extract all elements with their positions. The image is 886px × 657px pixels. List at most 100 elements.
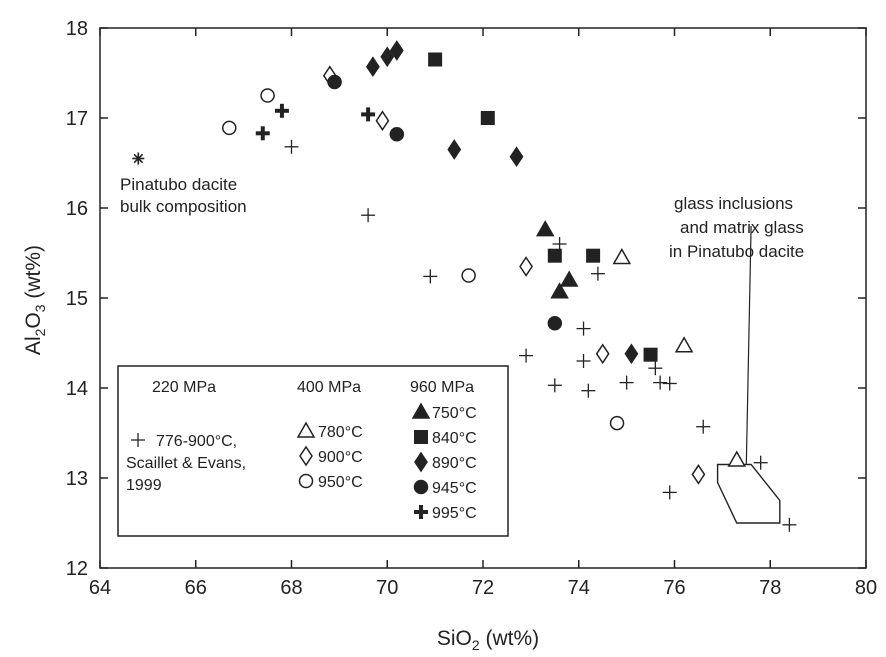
data-point-circle-open xyxy=(222,120,237,136)
legend-header-400: 400 MPa xyxy=(297,379,361,396)
x-tick-label: 74 xyxy=(568,577,590,599)
data-point-plus xyxy=(696,419,711,434)
legend-markers xyxy=(131,402,431,519)
legend-box xyxy=(117,365,509,537)
data-point-square-filled xyxy=(428,52,443,67)
data-point-triangle-filled xyxy=(559,270,579,287)
data-point-triangle-open xyxy=(674,336,694,353)
glass-field xyxy=(716,225,781,524)
data-point-cross-filled xyxy=(361,107,376,122)
data-point-diamond-filled xyxy=(389,40,404,61)
data-point-plus xyxy=(423,269,438,284)
legend-marker-square-filled xyxy=(414,430,428,444)
data-point-asterisk xyxy=(132,152,145,165)
data-point-triangle-filled xyxy=(550,282,569,299)
x-tick-label: 68 xyxy=(280,577,302,599)
data-point-diamond-filled xyxy=(380,46,395,68)
glass-annotation-line-2: and matrix glass xyxy=(680,218,804,237)
legend-scaillet-line-2: Scaillet & Evans, xyxy=(126,455,246,472)
data-point-plus xyxy=(581,383,596,398)
data-point-square-filled xyxy=(643,347,658,362)
legend-header-220: 220 MPa xyxy=(152,379,216,396)
legend-marker-triangle-filled xyxy=(411,402,431,419)
legend-marker-cross-filled xyxy=(414,505,428,519)
legend-label-900: 900°C xyxy=(318,449,363,466)
data-point-diamond-filled xyxy=(624,343,639,365)
data-point-plus xyxy=(653,375,668,390)
data-point-plus xyxy=(361,208,376,223)
legend-label-995: 995°C xyxy=(432,505,477,522)
data-point-plus xyxy=(590,266,605,281)
y-tick-label: 14 xyxy=(66,378,88,400)
x-axis-label: SiO2 (wt%) xyxy=(437,627,539,653)
x-tick-label: 64 xyxy=(89,577,111,599)
data-point-circle-filled xyxy=(547,315,563,331)
legend-header-960: 960 MPa xyxy=(410,379,474,396)
x-tick-label: 78 xyxy=(759,577,781,599)
legend-marker-circle-filled xyxy=(413,479,429,495)
legend-label-750: 750°C xyxy=(432,405,477,422)
data-point-circle-open xyxy=(260,88,275,103)
legend-marker-plus xyxy=(131,433,145,447)
data-point-plus xyxy=(648,361,663,376)
legend-marker-diamond-filled xyxy=(414,451,428,473)
data-point-triangle-open xyxy=(727,450,747,467)
data-point-circle-filled xyxy=(389,126,405,142)
data-point-diamond-filled xyxy=(365,56,380,78)
data-point-circle-filled xyxy=(327,74,342,90)
bulk-annotation-line-2: bulk composition xyxy=(120,197,247,216)
data-point-triangle-filled xyxy=(535,220,555,237)
legend-scaillet-line-1: 776-900°C, xyxy=(156,433,237,450)
legend-scaillet-line-3: 1999 xyxy=(126,477,162,494)
data-point-plus xyxy=(662,376,677,391)
legend-marker-triangle-open xyxy=(296,421,316,438)
legend-label-780: 780°C xyxy=(318,424,363,441)
annotations: Pinatubo dacite bulk composition glass i… xyxy=(120,175,804,261)
data-point-plus xyxy=(619,375,634,390)
glass-pointer-line xyxy=(745,225,752,465)
data-point-plus xyxy=(284,139,299,154)
data-point-diamond-filled xyxy=(447,139,462,160)
data-point-diamond-open xyxy=(691,464,706,485)
data-point-triangle-open xyxy=(612,247,632,265)
y-tick-label: 15 xyxy=(66,288,88,310)
data-point-diamond-open xyxy=(595,343,610,365)
data-point-plus xyxy=(782,517,797,532)
data-point-plus xyxy=(547,378,562,393)
data-point-plus xyxy=(576,321,591,336)
data-point-plus xyxy=(519,348,534,363)
x-tick-label: 80 xyxy=(855,577,877,599)
y-axis-label: Al2O3 (wt%) xyxy=(22,245,48,355)
x-tick-label: 70 xyxy=(376,577,398,599)
data-points xyxy=(132,40,797,532)
x-tick-label: 66 xyxy=(185,577,207,599)
y-tick-label: 16 xyxy=(66,198,88,220)
legend-marker-diamond-open xyxy=(299,445,313,467)
data-point-square-filled xyxy=(586,248,601,263)
data-point-square-filled xyxy=(480,111,495,125)
legend: 220 MPa 400 MPa 960 MPa 776-900°C, Scail… xyxy=(117,365,509,537)
x-tick-label: 76 xyxy=(663,577,685,599)
data-point-plus xyxy=(576,354,591,368)
y-tick-label: 12 xyxy=(66,558,88,580)
data-point-diamond-filled xyxy=(509,146,524,168)
data-point-diamond-open xyxy=(519,256,533,277)
y-tick-label: 13 xyxy=(66,468,88,490)
data-point-plus xyxy=(753,455,768,470)
y-tick-label: 17 xyxy=(66,108,88,130)
data-point-plus xyxy=(552,237,567,251)
legend-label-840: 840°C xyxy=(432,430,477,447)
legend-label-945: 945°C xyxy=(432,480,477,497)
glass-field-outline xyxy=(716,463,781,524)
data-point-cross-filled xyxy=(274,103,289,118)
data-point-diamond-open xyxy=(375,110,390,132)
data-point-square-filled xyxy=(547,248,562,263)
bulk-annotation-line-1: Pinatubo dacite xyxy=(120,175,237,194)
data-point-plus xyxy=(662,485,677,500)
data-point-cross-filled xyxy=(255,126,270,141)
legend-label-950: 950°C xyxy=(318,474,363,491)
legend-marker-circle-open xyxy=(298,473,314,489)
data-point-circle-open xyxy=(609,415,625,431)
legend-label-890: 890°C xyxy=(432,455,477,472)
